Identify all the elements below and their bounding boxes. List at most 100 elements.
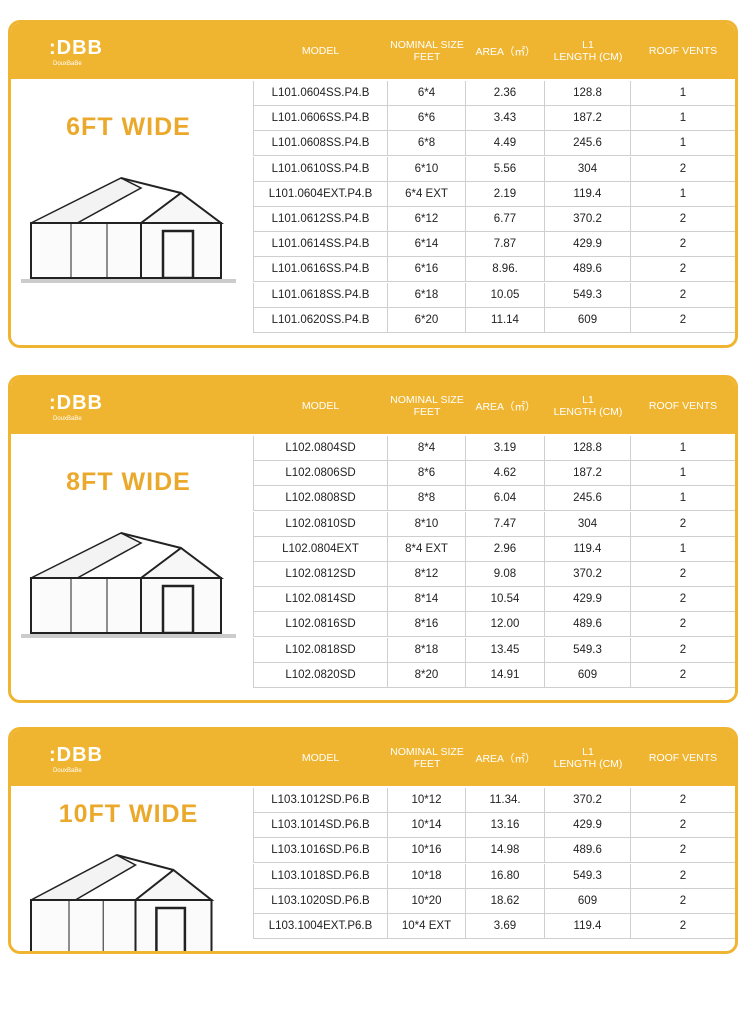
table-cell: L103.1020SD.P6.B xyxy=(253,888,388,914)
table-cell: 489.6 xyxy=(545,257,631,283)
table-cell: 2 xyxy=(631,663,735,688)
header-line: ROOF VENTS xyxy=(648,45,718,57)
header-line: AREA（㎡） xyxy=(475,400,536,413)
table-cell: 2 xyxy=(631,612,735,638)
table-cell: 10*20 xyxy=(388,888,466,914)
table-cell: 370.2 xyxy=(545,562,631,587)
greenhouse-image xyxy=(21,532,236,638)
logo-tagline: DouxBaBe xyxy=(53,61,82,67)
table-cell: 8*4 EXT xyxy=(388,536,466,562)
wide-label: 10FT WIDE xyxy=(58,800,199,828)
column-header: NOMINAL SIZE FEET xyxy=(388,23,466,79)
table-cell: 2.19 xyxy=(466,181,545,207)
table-cell: 11.34. xyxy=(466,788,545,813)
table-cell: 549.3 xyxy=(545,637,631,663)
column-header: MODEL xyxy=(253,378,388,434)
table-cell: 8*10 xyxy=(388,511,466,537)
table-cell: 2 xyxy=(631,157,735,182)
column-header: NOMINAL SIZE FEET xyxy=(388,378,466,434)
header-line: ROOF VENTS xyxy=(648,752,718,764)
table-cell: 3.19 xyxy=(466,436,545,461)
table-cell: 8*20 xyxy=(388,662,466,688)
table-cell: L103.1014SD.P6.B xyxy=(253,813,388,839)
column-header: L1 LENGTH (CM) xyxy=(545,730,631,786)
table-cell: L101.0614SS.P4.B xyxy=(253,232,388,258)
greenhouse-image xyxy=(21,177,236,283)
table-cell: 14.98 xyxy=(466,838,545,864)
table-cell: L101.0620SS.P4.B xyxy=(253,307,388,333)
table-cell: 2 xyxy=(631,838,735,864)
table-cell: 2 xyxy=(631,889,735,914)
table-cell: L101.0608SS.P4.B xyxy=(253,131,388,157)
table-cell: 6*10 xyxy=(388,156,466,182)
table-cell: 2 xyxy=(631,788,735,813)
table-cell: 7.47 xyxy=(466,511,545,537)
table-cell: 8*16 xyxy=(388,612,466,638)
table-cell: 10.05 xyxy=(466,282,545,308)
table-cell: L102.0810SD xyxy=(253,511,388,537)
table-cell: 304 xyxy=(545,156,631,182)
column-header: MODEL xyxy=(253,23,388,79)
table-cell: 549.3 xyxy=(545,282,631,308)
table-cell: L102.0806SD xyxy=(253,461,388,487)
logo-tagline: DouxBaBe xyxy=(53,416,82,422)
table-cell: L101.0610SS.P4.B xyxy=(253,156,388,182)
table-cell: 10*14 xyxy=(388,813,466,839)
header-line: FEET xyxy=(413,406,441,418)
column-header: ROOF VENTS xyxy=(631,23,735,79)
table-cell: 6*18 xyxy=(388,282,466,308)
table-cell: 3.43 xyxy=(466,106,545,132)
column-header: AREA（㎡） xyxy=(466,730,545,786)
table-cell: L103.1016SD.P6.B xyxy=(253,838,388,864)
table-cell: 8*4 xyxy=(388,436,466,461)
table-cell: 549.3 xyxy=(545,863,631,889)
table-cell: 8.96. xyxy=(466,257,545,283)
table-cell: 13.16 xyxy=(466,813,545,839)
table-cell: L103.1018SD.P6.B xyxy=(253,863,388,889)
table-cell: L102.0820SD xyxy=(253,662,388,688)
table-cell: L102.0814SD xyxy=(253,587,388,613)
table-cell: L101.0616SS.P4.B xyxy=(253,257,388,283)
table-cell: 10*12 xyxy=(388,788,466,813)
header-line: LENGTH (CM) xyxy=(553,51,623,63)
table-cell: 4.49 xyxy=(466,131,545,157)
greenhouse-image xyxy=(30,854,215,952)
table-cell: 304 xyxy=(545,511,631,537)
table-panel: :DBB DouxBaBe MODEL NOMINAL SIZE FEET AREA（㎡）… xyxy=(8,20,738,348)
table-cell: 2.96 xyxy=(466,536,545,562)
table-cell: L101.0604EXT.P4.B xyxy=(253,181,388,207)
table-cell: 429.9 xyxy=(545,587,631,613)
table-cell: L102.0808SD xyxy=(253,486,388,512)
table-cell: 429.9 xyxy=(545,813,631,839)
table-cell: L102.0812SD xyxy=(253,562,388,587)
table-cell: 128.8 xyxy=(545,436,631,461)
table-cell: 2.36 xyxy=(466,81,545,106)
table-cell: 2 xyxy=(631,562,735,587)
table-cell: 1 xyxy=(631,106,735,132)
header-line: MODEL xyxy=(301,45,340,57)
table-cell: 6*4 EXT xyxy=(388,181,466,207)
table-cell: 11.14 xyxy=(466,307,545,333)
table-cell: 119.4 xyxy=(545,914,631,939)
table-cell: 8*14 xyxy=(388,587,466,613)
header-line: MODEL xyxy=(301,752,340,764)
panel-header: :DBB DouxBaBe MODEL NOMINAL SIZE FEET AREA（㎡）… xyxy=(11,23,735,79)
wide-label: 8FT WIDE xyxy=(66,468,191,496)
table-cell: 609 xyxy=(545,888,631,914)
header-line: NOMINAL SIZE xyxy=(390,746,464,758)
table-cell: 6.77 xyxy=(466,207,545,232)
table-cell: 8*12 xyxy=(388,562,466,587)
table-cell: 18.62 xyxy=(466,888,545,914)
column-header: MODEL xyxy=(253,730,388,786)
table-cell: 1 xyxy=(631,81,735,106)
header-line: FEET xyxy=(413,758,441,770)
table-cell: 1 xyxy=(631,486,735,512)
header-line: MODEL xyxy=(301,400,340,412)
table-cell: 1 xyxy=(631,436,735,461)
table-cell: 609 xyxy=(545,307,631,333)
table-cell: 187.2 xyxy=(545,461,631,487)
table-cell: 2 xyxy=(631,914,735,939)
header-line: LENGTH (CM) xyxy=(553,758,623,770)
table-cell: 13.45 xyxy=(466,637,545,663)
